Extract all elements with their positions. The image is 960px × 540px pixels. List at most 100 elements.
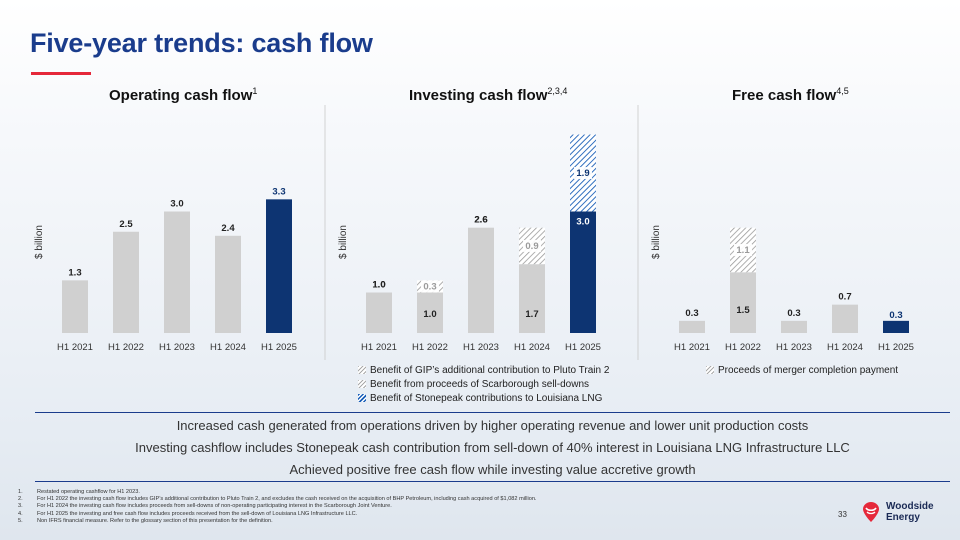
- woodside-logo: Woodside Energy: [860, 500, 934, 524]
- x-tick-label: H1 2022: [725, 342, 761, 353]
- summary-line-3: Achieved positive free cash flow while i…: [289, 462, 696, 477]
- free-title-sup: 4,5: [836, 86, 849, 96]
- data-label: 0.3: [423, 281, 436, 292]
- bar: [519, 264, 545, 333]
- bar: [417, 292, 443, 333]
- woodside-logo-icon: [863, 502, 879, 522]
- investing-title-text: Investing cash flow: [409, 87, 548, 104]
- x-tick-label: H1 2024: [827, 342, 863, 353]
- data-label: 1.5: [736, 305, 750, 316]
- bar: [215, 235, 241, 333]
- logo-text: Woodside Energy: [886, 501, 934, 523]
- footnote-text: Non IFRS financial measure. Refer to the…: [37, 517, 273, 524]
- bar: [62, 280, 88, 333]
- x-tick-label: H1 2023: [463, 342, 499, 353]
- legend-label-scarborough: Benefit from proceeds of Scarborough sel…: [370, 378, 590, 390]
- free-cash-flow-chart: $ billion H1 2021 0.3 H1 2022 1.5 1.1 H1 2023 0…: [651, 225, 914, 353]
- data-label: 0.7: [838, 292, 851, 303]
- x-tick-label: H1 2025: [565, 342, 601, 353]
- investing-chart-title: Investing cash flow2,3,4: [409, 86, 567, 104]
- logo-text-line-2: Energy: [886, 512, 920, 523]
- label-backdrop: [574, 167, 592, 180]
- data-label: 0.9: [525, 241, 538, 252]
- footnote-number: 3.: [18, 503, 23, 510]
- data-label: 3.0: [576, 217, 589, 228]
- footnote-number: 4.: [18, 510, 23, 517]
- data-label: 2.5: [119, 219, 133, 230]
- free-chart-title: Free cash flow4,5: [732, 86, 849, 104]
- x-tick-label: H1 2022: [412, 342, 448, 353]
- summary-bottom-rule: [35, 481, 950, 482]
- x-tick-label: H1 2023: [776, 342, 812, 353]
- footnote: 3. For H1 2024 the investing cash flow in…: [18, 503, 536, 510]
- x-tick-label: H1 2023: [159, 342, 195, 353]
- footnote: 2. For H1 2022 the investing cash flow in…: [18, 496, 536, 503]
- footnote-number: 5.: [18, 517, 23, 524]
- x-tick-label: H1 2025: [261, 342, 297, 353]
- data-label: 3.3: [272, 186, 285, 197]
- investing-legend: Benefit of GIP’s additional contribution…: [358, 363, 609, 405]
- y-axis-label: $ billion: [34, 225, 45, 259]
- data-label: 0.3: [787, 308, 800, 319]
- footnote: 1. Restated operating cashflow for H1 202…: [18, 489, 536, 496]
- bar: [266, 199, 292, 333]
- x-tick-label: H1 2024: [210, 342, 246, 353]
- data-label: 1.7: [525, 309, 538, 320]
- footnote: 5. Non IFRS financial measure. Refer to t…: [18, 518, 536, 525]
- bar: [832, 304, 858, 333]
- bar: [468, 227, 494, 333]
- title-underline: [31, 72, 91, 75]
- summary-line-2: Investing cashflow includes Stonepeak ca…: [135, 440, 850, 455]
- bar: [113, 231, 139, 333]
- data-label: 2.4: [221, 223, 235, 234]
- operating-title-text: Operating cash flow: [109, 87, 253, 104]
- legend-item-merger: Proceeds of merger completion payment: [706, 363, 898, 377]
- bar: [570, 211, 596, 333]
- operating-cash-flow-chart: $ billion H1 2021 1.3 H1 2022 2.5 H1 2023 3.0 H…: [34, 186, 297, 353]
- label-backdrop: [421, 280, 439, 293]
- logo-text-line-1: Woodside: [886, 501, 934, 512]
- operating-title-sup: 1: [252, 86, 258, 96]
- x-tick-label: H1 2021: [674, 342, 710, 353]
- x-tick-label: H1 2021: [361, 342, 397, 353]
- y-axis-label: $ billion: [651, 225, 662, 259]
- investing-title-sup: 2,3,4: [547, 86, 568, 96]
- data-label: 1.1: [736, 245, 750, 256]
- operating-chart-title: Operating cash flow1: [109, 86, 257, 104]
- charts-canvas: $ billion H1 2021 1.3 H1 2022 2.5 H1 2023 3.0 H…: [34, 105, 914, 360]
- data-label: 3.0: [170, 199, 183, 210]
- hatch-swatch-icon: [358, 366, 366, 374]
- footnote: 4. For H1 2025 the investing and free cas…: [18, 511, 536, 518]
- label-backdrop: [523, 239, 541, 252]
- legend-label-merger: Proceeds of merger completion payment: [718, 364, 899, 376]
- footnote-text: Restated operating cashflow for H1 2023.: [37, 489, 140, 495]
- bar: [781, 320, 807, 333]
- label-backdrop: [734, 243, 752, 256]
- free-title-text: Free cash flow: [732, 87, 837, 104]
- bar: [164, 211, 190, 333]
- legend-item-gip: Benefit of GIP’s additional contribution…: [358, 363, 609, 377]
- legend-item-scarborough: Benefit from proceeds of Scarborough sel…: [358, 377, 609, 391]
- data-label: 1.9: [576, 168, 589, 179]
- footnote-number: 2.: [18, 496, 23, 503]
- summary-line-1: Increased cash generated from operations…: [176, 418, 809, 433]
- y-axis-label: $ billion: [338, 225, 349, 259]
- hatch-swatch-icon: [358, 380, 366, 388]
- x-tick-label: H1 2024: [514, 342, 550, 353]
- bar: [730, 272, 756, 333]
- hatch-swatch-icon: [706, 366, 714, 374]
- data-label: 2.6: [474, 215, 487, 226]
- data-label: 0.3: [889, 310, 902, 321]
- x-tick-label: H1 2021: [57, 342, 93, 353]
- data-label: 1.3: [68, 267, 81, 278]
- footnote-number: 1.: [18, 489, 23, 495]
- bar: [679, 320, 705, 333]
- data-label: 0.3: [685, 308, 698, 319]
- x-tick-label: H1 2022: [108, 342, 144, 353]
- bar: [883, 320, 909, 333]
- legend-label-stonepeak: Benefit of Stonepeak contributions to Lo…: [370, 392, 603, 404]
- page-number: 33: [838, 510, 847, 519]
- footnotes: 1. Restated operating cashflow for H1 202…: [18, 489, 536, 525]
- legend-label-gip: Benefit of GIP’s additional contribution…: [370, 364, 610, 376]
